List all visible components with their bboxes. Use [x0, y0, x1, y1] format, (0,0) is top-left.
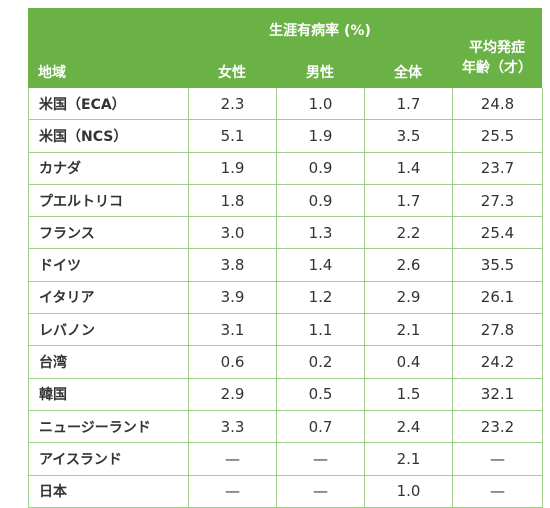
cell-region: 韓国	[28, 378, 189, 411]
table-row: 米国（ECA） 2.3 1.0 1.7 24.8	[28, 88, 543, 121]
cell-male: 1.2	[276, 281, 365, 315]
table-row: プエルトリコ 1.8 0.9 1.7 27.3	[28, 184, 543, 218]
cell-region: ニュージーランド	[28, 410, 189, 444]
cell-region: 日本	[28, 475, 189, 508]
cell-onset-age: 23.2	[452, 410, 543, 444]
cell-female: 3.9	[188, 281, 277, 315]
cell-onset-age: 27.3	[452, 184, 543, 218]
table-row: 米国（NCS） 5.1 1.9 3.5 25.5	[28, 119, 543, 153]
prevalence-table-container: 生涯有病率 (%) 地域 女性 男性 全体 平均発症 年齢（才） 米国（ECA）…	[28, 8, 543, 508]
cell-onset-age: 25.5	[452, 119, 543, 153]
cell-region: アイスランド	[28, 442, 189, 476]
cell-female: 1.8	[188, 184, 277, 218]
cell-female: —	[188, 475, 277, 508]
cell-total: 0.4	[364, 345, 453, 379]
cell-male: 0.7	[276, 410, 365, 444]
table-row: アイスランド — —2.1—	[28, 442, 543, 476]
cell-total: 2.1	[364, 313, 453, 347]
cell-male: 1.0	[276, 88, 365, 121]
cell-onset-age: 26.1	[452, 281, 543, 315]
cell-female: —	[188, 442, 277, 476]
cell-total: 2.9	[364, 281, 453, 315]
table-row: 日本 — —1.0—	[28, 475, 543, 508]
table-header: 生涯有病率 (%) 地域 女性 男性 全体 平均発症 年齢（才）	[28, 8, 542, 88]
cell-onset-age: 32.1	[452, 378, 543, 411]
cell-total: 1.5	[364, 378, 453, 411]
header-total: 全体	[394, 65, 422, 81]
cell-male: 0.5	[276, 378, 365, 411]
cell-onset-age: 35.5	[452, 248, 543, 282]
cell-region: カナダ	[28, 152, 189, 185]
cell-region: 米国（ECA）	[28, 88, 189, 121]
cell-onset-age: 25.4	[452, 216, 543, 250]
cell-region: イタリア	[28, 281, 189, 315]
cell-onset-age: 24.8	[452, 88, 543, 121]
cell-male: 1.1	[276, 313, 365, 347]
cell-female: 5.1	[188, 119, 277, 153]
table-row: レバノン 3.1 1.1 2.1 27.8	[28, 313, 543, 347]
cell-female: 0.6	[188, 345, 277, 379]
table-row: 韓国 2.9 0.5 1.5 32.1	[28, 378, 543, 411]
table-row: ドイツ 3.8 1.4 2.6 35.5	[28, 248, 543, 282]
cell-region: 台湾	[28, 345, 189, 379]
cell-onset-age: —	[452, 475, 543, 508]
table-row: カナダ 1.9 0.9 1.4 23.7	[28, 152, 543, 185]
cell-male: 0.2	[276, 345, 365, 379]
cell-onset-age: —	[452, 442, 543, 476]
cell-female: 3.8	[188, 248, 277, 282]
table-row: フランス 3.0 1.3 2.2 25.4	[28, 216, 543, 250]
cell-female: 3.3	[188, 410, 277, 444]
header-female: 女性	[218, 65, 246, 81]
cell-male: —	[276, 475, 365, 508]
cell-region: プエルトリコ	[28, 184, 189, 218]
header-mean-onset-age: 平均発症 年齢（才）	[452, 38, 542, 78]
cell-total: 2.4	[364, 410, 453, 444]
cell-total: 1.7	[364, 88, 453, 121]
cell-total: 1.7	[364, 184, 453, 218]
header-group-lifetime-prevalence: 生涯有病率 (%)	[269, 23, 371, 39]
cell-onset-age: 27.8	[452, 313, 543, 347]
cell-onset-age: 24.2	[452, 345, 543, 379]
cell-region: 米国（NCS）	[28, 119, 189, 153]
cell-female: 2.9	[188, 378, 277, 411]
cell-total: 3.5	[364, 119, 453, 153]
prevalence-table: 米国（ECA） 2.3 1.0 1.7 24.8 米国（NCS） 5.1 1.9 3.5 25.5…	[28, 88, 543, 508]
header-onset-line1: 平均発症	[469, 40, 525, 56]
cell-male: 1.9	[276, 119, 365, 153]
header-region: 地域	[38, 65, 66, 81]
cell-male: 1.4	[276, 248, 365, 282]
cell-male: 1.3	[276, 216, 365, 250]
header-onset-line2: 年齢（才）	[462, 60, 532, 76]
cell-region: ドイツ	[28, 248, 189, 282]
cell-total: 2.1	[364, 442, 453, 476]
header-male: 男性	[306, 65, 334, 81]
cell-female: 2.3	[188, 88, 277, 121]
table-row: 台湾 0.6 0.2 0.4 24.2	[28, 345, 543, 379]
table-row: ニュージーランド 3.3 0.7 2.4 23.2	[28, 410, 543, 444]
cell-total: 2.2	[364, 216, 453, 250]
cell-region: レバノン	[28, 313, 189, 347]
cell-total: 2.6	[364, 248, 453, 282]
table-row: イタリア 3.9 1.2 2.9 26.1	[28, 281, 543, 315]
cell-total: 1.0	[364, 475, 453, 508]
cell-region: フランス	[28, 216, 189, 250]
cell-female: 3.1	[188, 313, 277, 347]
cell-female: 1.9	[188, 152, 277, 185]
cell-male: 0.9	[276, 152, 365, 185]
cell-total: 1.4	[364, 152, 453, 185]
cell-male: —	[276, 442, 365, 476]
table-body: 米国（ECA） 2.3 1.0 1.7 24.8 米国（NCS） 5.1 1.9 3.5 25.5…	[28, 88, 543, 508]
cell-male: 0.9	[276, 184, 365, 218]
cell-onset-age: 23.7	[452, 152, 543, 185]
cell-female: 3.0	[188, 216, 277, 250]
